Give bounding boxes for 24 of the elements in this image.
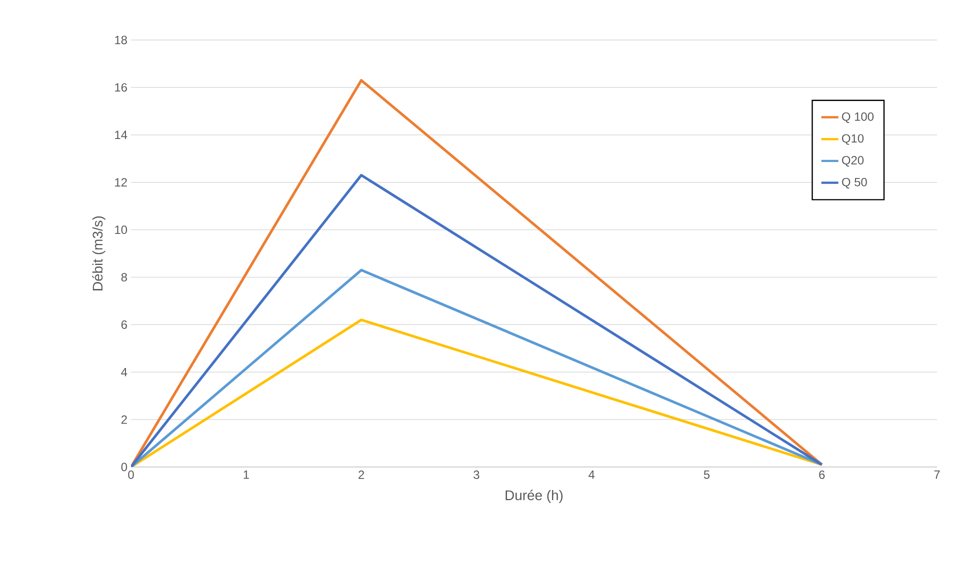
legend-label: Q10: [842, 134, 864, 145]
x-tick-label: 6: [819, 470, 825, 479]
x-tick-label: 4: [588, 470, 595, 479]
x-tick-label: 2: [358, 470, 364, 479]
y-tick-label: 12: [115, 178, 127, 186]
x-tick-label: 1: [244, 470, 249, 479]
y-tick-label: 14: [115, 130, 128, 139]
x-tick-label: 0: [128, 470, 134, 479]
y-tick-label: 18: [115, 36, 127, 44]
legend-label: Q 100: [842, 112, 874, 123]
y-tick-label: 10: [115, 226, 128, 234]
y-tick-label: 6: [121, 320, 127, 329]
y-tick-label: 0: [121, 462, 128, 472]
y-tick-label: 16: [115, 83, 127, 92]
y-tick-label: 8: [121, 272, 127, 282]
x-tick-label: 7: [934, 470, 940, 479]
x-tick-label: 5: [704, 470, 710, 479]
x-axis-title: Durée (h): [506, 490, 563, 503]
y-axis-title: Débit (m3/s): [92, 216, 106, 290]
legend-label: Q20: [842, 156, 864, 167]
legend-label: Q 50: [842, 178, 867, 188]
y-tick-label: 2: [121, 415, 127, 424]
y-tick-label: 4: [121, 368, 128, 376]
x-tick-label: 3: [474, 470, 480, 479]
